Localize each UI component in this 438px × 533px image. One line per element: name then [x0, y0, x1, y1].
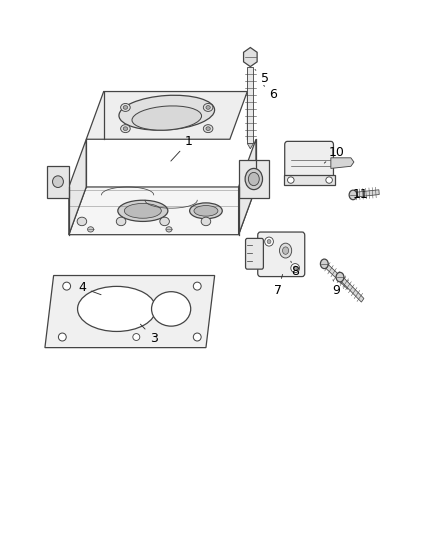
Polygon shape: [331, 158, 354, 168]
Ellipse shape: [119, 95, 215, 130]
Ellipse shape: [124, 204, 161, 218]
FancyBboxPatch shape: [246, 238, 263, 269]
Ellipse shape: [194, 206, 218, 216]
Ellipse shape: [120, 103, 130, 111]
Text: 8: 8: [291, 261, 299, 278]
Ellipse shape: [193, 333, 201, 341]
Ellipse shape: [291, 264, 300, 272]
Text: 11: 11: [353, 189, 368, 201]
Ellipse shape: [77, 217, 87, 225]
Ellipse shape: [190, 203, 222, 219]
FancyBboxPatch shape: [285, 141, 333, 182]
Polygon shape: [247, 67, 253, 143]
Ellipse shape: [132, 106, 201, 130]
Polygon shape: [69, 139, 86, 235]
FancyBboxPatch shape: [258, 232, 305, 277]
Polygon shape: [47, 166, 69, 198]
Polygon shape: [247, 143, 253, 149]
Ellipse shape: [166, 227, 172, 232]
Ellipse shape: [133, 334, 140, 341]
Ellipse shape: [336, 272, 344, 282]
Ellipse shape: [193, 282, 201, 290]
Ellipse shape: [248, 172, 259, 185]
Ellipse shape: [152, 292, 191, 326]
Ellipse shape: [279, 243, 292, 258]
Polygon shape: [284, 175, 335, 185]
Ellipse shape: [321, 259, 328, 269]
Ellipse shape: [78, 286, 156, 332]
Ellipse shape: [203, 125, 213, 133]
Text: 6: 6: [264, 85, 277, 101]
Ellipse shape: [88, 227, 94, 232]
Ellipse shape: [120, 125, 130, 133]
Ellipse shape: [326, 177, 332, 183]
Ellipse shape: [123, 127, 127, 131]
Polygon shape: [323, 262, 350, 289]
Ellipse shape: [160, 217, 170, 225]
Ellipse shape: [63, 282, 71, 290]
Ellipse shape: [58, 333, 66, 341]
Polygon shape: [339, 275, 364, 302]
Polygon shape: [45, 276, 215, 348]
Ellipse shape: [349, 190, 357, 200]
Polygon shape: [239, 160, 269, 198]
Ellipse shape: [206, 106, 210, 109]
Ellipse shape: [288, 177, 294, 183]
Ellipse shape: [201, 217, 211, 225]
Polygon shape: [239, 139, 256, 235]
Ellipse shape: [293, 266, 297, 270]
Polygon shape: [86, 92, 247, 139]
Text: 1: 1: [171, 135, 192, 161]
Ellipse shape: [203, 103, 213, 111]
Ellipse shape: [283, 247, 289, 254]
Ellipse shape: [206, 127, 210, 131]
Text: 3: 3: [141, 324, 158, 344]
Ellipse shape: [267, 239, 271, 244]
Text: 9: 9: [332, 280, 340, 297]
Polygon shape: [69, 187, 256, 235]
Ellipse shape: [123, 106, 127, 109]
Text: 7: 7: [274, 274, 283, 297]
Ellipse shape: [118, 200, 168, 221]
Text: 4: 4: [78, 281, 101, 295]
Ellipse shape: [245, 168, 262, 190]
Text: 5: 5: [255, 69, 268, 85]
Text: 10: 10: [324, 146, 344, 163]
Ellipse shape: [265, 237, 273, 246]
Ellipse shape: [53, 176, 64, 188]
Ellipse shape: [116, 217, 126, 225]
Polygon shape: [244, 47, 257, 67]
Polygon shape: [353, 190, 379, 197]
